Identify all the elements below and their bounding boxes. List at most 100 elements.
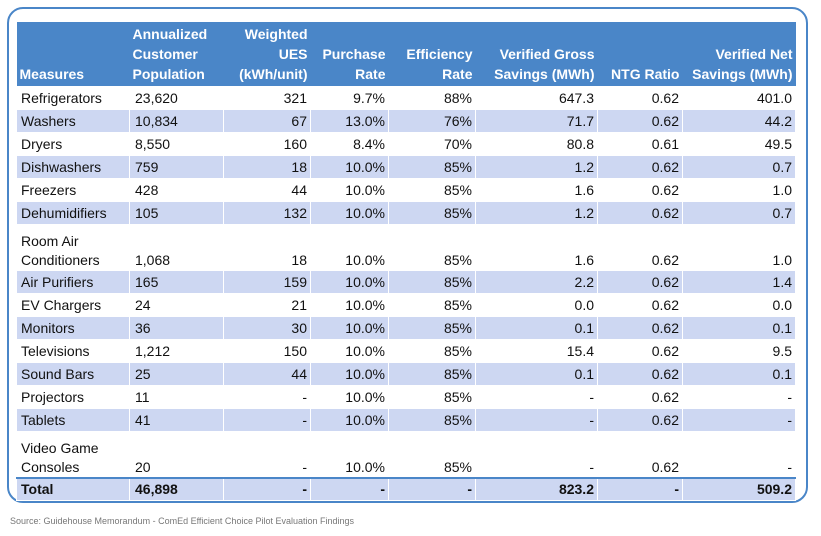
total-row: Total 46,898- - -823.2-509.2 bbox=[16, 476, 796, 501]
table-row: Washers 10,834 67 13.0% 76% 71.7 0.62 44.2 bbox=[16, 109, 796, 133]
header-ues: Weighted UES (kWh/unit) bbox=[223, 22, 311, 87]
purchase-rate-cell: 10.0% bbox=[310, 155, 389, 179]
header-population: Annualized Customer Population bbox=[129, 22, 224, 87]
efficiency-rate-cell: 70% bbox=[388, 132, 476, 156]
net-savings-cell: 0.1 bbox=[682, 316, 796, 340]
efficiency-rate-cell: 85% bbox=[388, 293, 476, 317]
ues-cell: - bbox=[223, 431, 311, 478]
purchase-rate-cell: 10.0% bbox=[310, 362, 389, 386]
population-cell: 10,834 bbox=[129, 109, 224, 133]
ues-cell: 67 bbox=[223, 109, 311, 133]
ntg-ratio-cell: 0.62 bbox=[597, 385, 683, 409]
measure-cell: Televisions bbox=[16, 339, 130, 363]
table-row: Dryers 8,550 160 8.4% 70% 80.8 0.61 49.5 bbox=[16, 132, 796, 156]
net-savings-cell: 44.2 bbox=[682, 109, 796, 133]
header-gross-savings: Verified Gross Savings (MWh) bbox=[475, 22, 598, 87]
measure-cell: Total bbox=[16, 476, 130, 501]
purchase-rate-cell: 10.0% bbox=[310, 270, 389, 294]
purchase-rate-cell: 10.0% bbox=[310, 224, 389, 271]
ues-cell: 132 bbox=[223, 201, 311, 225]
source-note: Source: Guidehouse Memorandum - ComEd Ef… bbox=[10, 516, 355, 526]
net-savings-cell: 509.2 bbox=[682, 476, 796, 501]
population-cell: 759 bbox=[129, 155, 224, 179]
gross-savings-cell: 2.2 bbox=[475, 270, 598, 294]
purchase-rate-cell: 10.0% bbox=[310, 431, 389, 478]
ntg-ratio-cell: 0.62 bbox=[597, 408, 683, 432]
header-net-savings: Verified Net Savings (MWh) bbox=[682, 22, 796, 87]
purchase-rate-cell: 10.0% bbox=[310, 408, 389, 432]
net-savings-cell: 0.7 bbox=[682, 155, 796, 179]
net-savings-cell: - bbox=[682, 385, 796, 409]
measure-cell: Dryers bbox=[16, 132, 130, 156]
efficiency-rate-cell: 85% bbox=[388, 408, 476, 432]
purchase-rate-cell: 10.0% bbox=[310, 178, 389, 202]
header-measures: Measures bbox=[16, 22, 130, 87]
purchase-rate-cell: 10.0% bbox=[310, 339, 389, 363]
table-row: EV Chargers 24 21 10.0% 85% 0.0 0.62 0.0 bbox=[16, 293, 796, 317]
population-cell: 165 bbox=[129, 270, 224, 294]
efficiency-rate-cell: - bbox=[388, 476, 476, 501]
measure-cell: Video Game Consoles bbox=[16, 431, 130, 478]
gross-savings-cell: 0.1 bbox=[475, 316, 598, 340]
net-savings-cell: - bbox=[682, 408, 796, 432]
measure-cell: Sound Bars bbox=[16, 362, 130, 386]
table-row: Dishwashers 759 18 10.0% 85% 1.2 0.62 0.7 bbox=[16, 155, 796, 179]
population-cell: 105 bbox=[129, 201, 224, 225]
measure-cell: Room Air Conditioners bbox=[16, 224, 130, 271]
ues-cell: 150 bbox=[223, 339, 311, 363]
population-cell: 41 bbox=[129, 408, 224, 432]
ntg-ratio-cell: 0.62 bbox=[597, 86, 683, 110]
purchase-rate-cell: 8.4% bbox=[310, 132, 389, 156]
measure-cell: Washers bbox=[16, 109, 130, 133]
efficiency-rate-cell: 76% bbox=[388, 109, 476, 133]
ntg-ratio-cell: 0.62 bbox=[597, 339, 683, 363]
ues-cell: 18 bbox=[223, 155, 311, 179]
savings-table: Measures Annualized Customer Population … bbox=[16, 22, 796, 501]
efficiency-rate-cell: 85% bbox=[388, 224, 476, 271]
efficiency-rate-cell: 85% bbox=[388, 339, 476, 363]
measure-cell: Dishwashers bbox=[16, 155, 130, 179]
table-row: Sound Bars 25 44 10.0% 85% 0.1 0.62 0.1 bbox=[16, 362, 796, 386]
gross-savings-cell: 0.1 bbox=[475, 362, 598, 386]
table-row: Projectors 11-10.0% 85% -0.62- bbox=[16, 385, 796, 409]
table-row: Tablets 41-10.0% 85% -0.62- bbox=[16, 408, 796, 432]
gross-savings-cell: 647.3 bbox=[475, 86, 598, 110]
gross-savings-cell: 0.0 bbox=[475, 293, 598, 317]
net-savings-cell: 1.0 bbox=[682, 224, 796, 271]
net-savings-cell: 0.1 bbox=[682, 362, 796, 386]
purchase-rate-cell: 13.0% bbox=[310, 109, 389, 133]
gross-savings-cell: 1.2 bbox=[475, 201, 598, 225]
population-cell: 11 bbox=[129, 385, 224, 409]
gross-savings-cell: 15.4 bbox=[475, 339, 598, 363]
header-efficiency-rate: Efficiency Rate bbox=[388, 22, 476, 87]
ues-cell: 18 bbox=[223, 224, 311, 271]
efficiency-rate-cell: 88% bbox=[388, 86, 476, 110]
ntg-ratio-cell: 0.62 bbox=[597, 431, 683, 478]
net-savings-cell: 49.5 bbox=[682, 132, 796, 156]
net-savings-cell: - bbox=[682, 431, 796, 478]
ntg-ratio-cell: 0.62 bbox=[597, 316, 683, 340]
gross-savings-cell: 71.7 bbox=[475, 109, 598, 133]
measure-cell: Monitors bbox=[16, 316, 130, 340]
table-row: Televisions 1,212 150 10.0% 85% 15.4 0.62 9.5 bbox=[16, 339, 796, 363]
population-cell: 1,068 bbox=[129, 224, 224, 271]
efficiency-rate-cell: 85% bbox=[388, 431, 476, 478]
population-cell: 1,212 bbox=[129, 339, 224, 363]
measure-cell: Refrigerators bbox=[16, 86, 130, 110]
table-row: Dehumidifiers 105 132 10.0% 85% 1.2 0.62 0.7 bbox=[16, 201, 796, 225]
ntg-ratio-cell: 0.62 bbox=[597, 270, 683, 294]
efficiency-rate-cell: 85% bbox=[388, 316, 476, 340]
purchase-rate-cell: 10.0% bbox=[310, 316, 389, 340]
ues-cell: 44 bbox=[223, 178, 311, 202]
population-cell: 24 bbox=[129, 293, 224, 317]
purchase-rate-cell: 9.7% bbox=[310, 86, 389, 110]
efficiency-rate-cell: 85% bbox=[388, 155, 476, 179]
efficiency-rate-cell: 85% bbox=[388, 270, 476, 294]
table-row: Air Purifiers 165 159 10.0% 85% 2.2 0.62 1.4 bbox=[16, 270, 796, 294]
efficiency-rate-cell: 85% bbox=[388, 385, 476, 409]
population-cell: 23,620 bbox=[129, 86, 224, 110]
population-cell: 20 bbox=[129, 431, 224, 478]
gross-savings-cell: 1.6 bbox=[475, 224, 598, 271]
purchase-rate-cell: 10.0% bbox=[310, 201, 389, 225]
efficiency-rate-cell: 85% bbox=[388, 201, 476, 225]
